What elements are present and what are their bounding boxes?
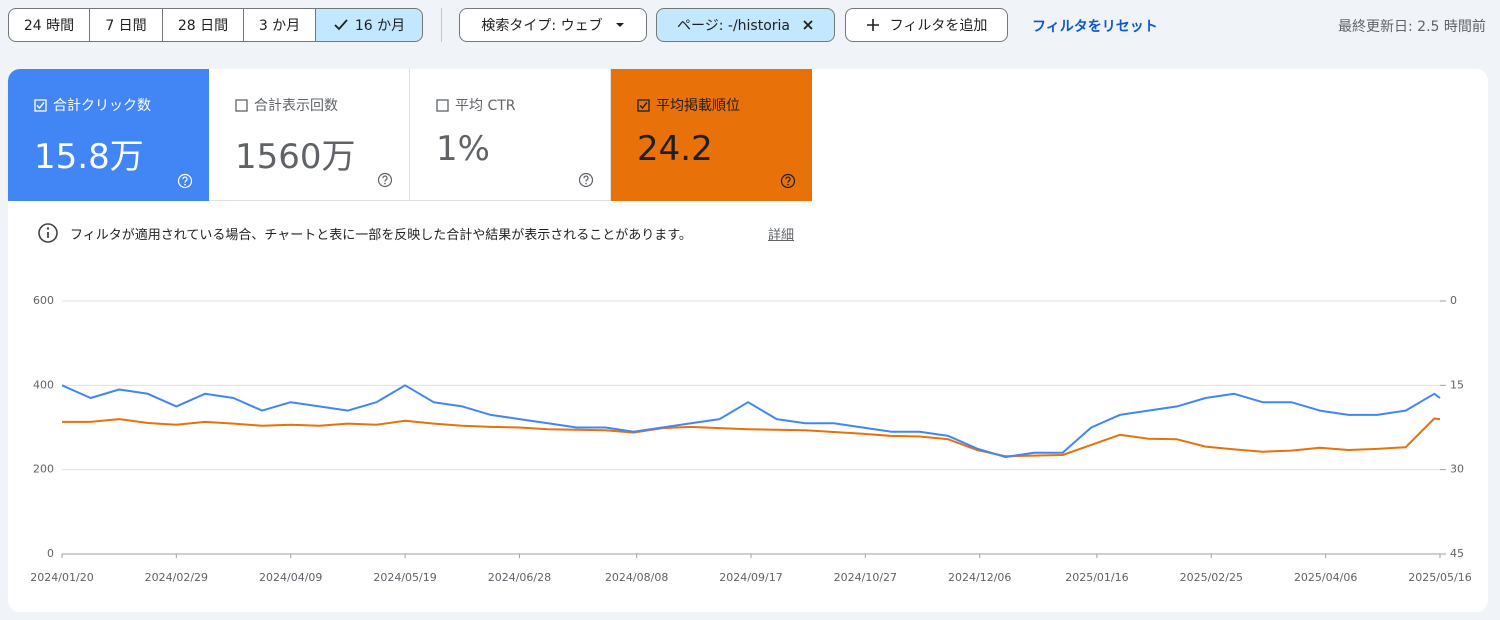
add-filter[interactable]: フィルタを追加 — [845, 8, 1008, 42]
range-button[interactable]: 28 日間 — [162, 8, 244, 42]
metric-value: 24.2 — [637, 129, 713, 169]
metric-name: 平均掲載順位 — [656, 98, 740, 114]
icon — [177, 173, 193, 189]
add-filter-label: フィルタを追加 — [889, 18, 988, 34]
icon — [334, 19, 348, 31]
icon — [803, 20, 813, 30]
metric-value: 1560万 — [235, 137, 356, 177]
icon — [780, 173, 796, 189]
notice: フィルタが適用されている場合、チャートと表に一部を反映した合計や結果が表示される… — [70, 228, 692, 243]
icon — [637, 98, 650, 112]
icon — [866, 19, 879, 31]
notice-link[interactable]: 詳細 — [768, 228, 795, 243]
range-label: 24 時間 — [23, 18, 75, 34]
metric-name: 合計クリック数 — [53, 98, 151, 114]
filter-label: 検索タイプ: ウェブ — [481, 18, 603, 34]
metric-tile[interactable]: 合計クリック数 15.8万 — [8, 69, 209, 201]
range-button[interactable]: 7 日間 — [89, 8, 163, 42]
range-button[interactable]: 16 か月 — [315, 8, 423, 42]
metric-name: 合計表示回数 — [254, 98, 338, 114]
info-icon — [38, 223, 58, 243]
icon — [34, 98, 47, 112]
filter-chip[interactable]: ページ: -/historia — [656, 8, 835, 42]
icon — [436, 98, 449, 112]
metric-tile[interactable]: 合計表示回数 1560万 — [209, 69, 410, 201]
range-label: 3 か月 — [258, 18, 301, 34]
range-button[interactable]: 3 か月 — [243, 8, 316, 42]
metric-value: 1% — [436, 129, 490, 169]
metric-name: 平均 CTR — [455, 98, 516, 114]
metric-label: 平均掲載順位 — [637, 95, 740, 115]
reset-filters[interactable]: フィルタをリセット — [1032, 19, 1158, 35]
metric-label: 合計クリック数 — [34, 95, 151, 115]
metric-tile[interactable]: 平均 CTR 1% — [410, 69, 611, 201]
metric-tile[interactable]: 平均掲載順位 24.2 — [611, 69, 812, 201]
filter-chip[interactable]: 検索タイプ: ウェブ — [459, 8, 647, 42]
range-label: 7 日間 — [105, 18, 147, 34]
performance-card: 合計クリック数 15.8万 合計表示回数 1560万 平均 CTR 1% 平均掲載順位 24.… — [8, 69, 1488, 612]
range-label: 16 か月 — [354, 18, 406, 34]
icon — [235, 98, 248, 112]
icon — [615, 23, 624, 27]
filter-label: ページ: -/historia — [677, 18, 790, 34]
range-label: 28 日間 — [177, 18, 229, 34]
divider — [441, 8, 442, 42]
last-updated: 最終更新日: 2.5 時間前 — [1338, 19, 1486, 35]
metric-label: 平均 CTR — [436, 95, 516, 115]
metric-value: 15.8万 — [34, 137, 144, 177]
range-button[interactable]: 24 時間 — [8, 8, 90, 42]
icon — [377, 172, 393, 188]
icon — [578, 172, 594, 188]
metric-label: 合計表示回数 — [235, 95, 338, 115]
